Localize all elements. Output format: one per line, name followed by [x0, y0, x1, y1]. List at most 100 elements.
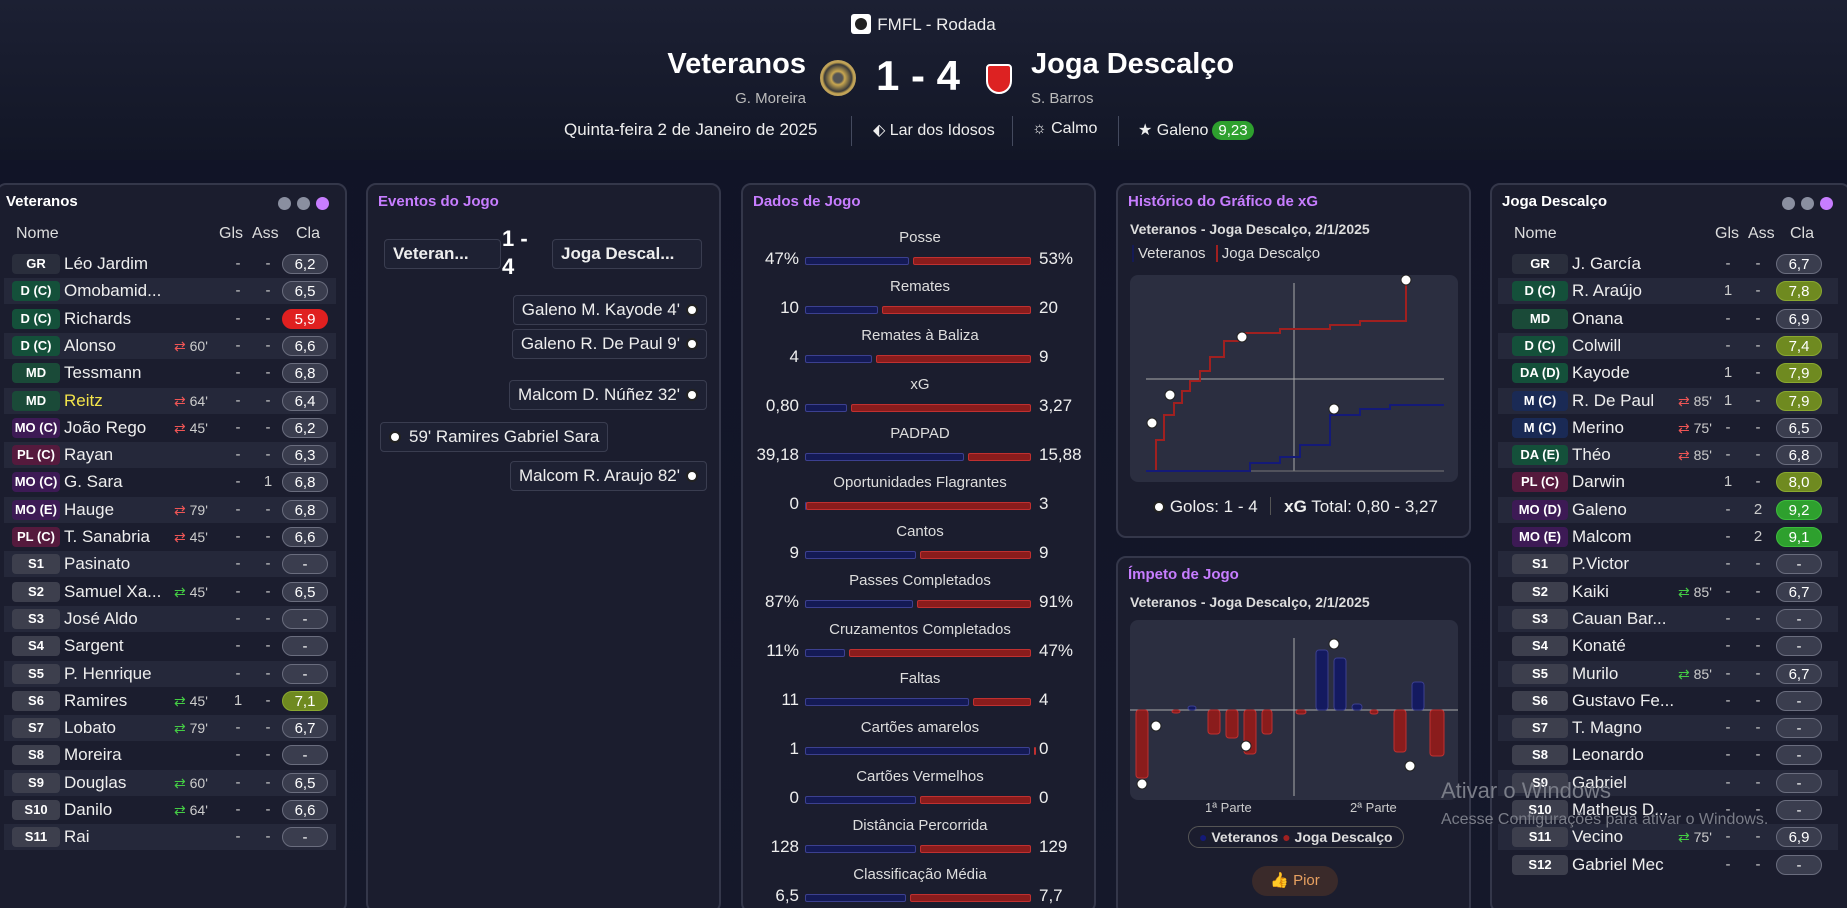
- player-name[interactable]: T. Sanabria: [64, 527, 150, 546]
- player-name[interactable]: Théo: [1572, 445, 1611, 465]
- player-name[interactable]: Gustavo Fe...: [1572, 690, 1675, 710]
- player-row[interactable]: S11 Vecino ⇄ 75' - -6,9: [1498, 824, 1838, 851]
- player-name[interactable]: Sargent: [64, 636, 124, 656]
- player-row[interactable]: S2 Samuel Xa... ⇄ 45' - -6,5: [4, 579, 336, 605]
- player-name[interactable]: Léo Jardim: [64, 254, 149, 273]
- player-row[interactable]: D (C) Richards - -5,9: [4, 306, 336, 332]
- player-name[interactable]: Leonardo: [1572, 745, 1644, 765]
- player-name[interactable]: Richards: [64, 308, 132, 328]
- col-gls[interactable]: Gls: [219, 225, 243, 242]
- player-name[interactable]: Murilo: [1572, 663, 1619, 683]
- player-name[interactable]: Darwin: [1572, 472, 1625, 492]
- player-name[interactable]: J. García: [1572, 254, 1641, 273]
- player-name[interactable]: Colwill: [1572, 335, 1622, 355]
- player-row[interactable]: S4 Konaté - - -: [1498, 633, 1838, 659]
- player-name[interactable]: Vecino: [1572, 827, 1624, 847]
- player-row[interactable]: MO (E) Hauge ⇄ 79' - -6,8: [4, 496, 336, 523]
- player-row[interactable]: MO (C) João Rego ⇄ 45' - -6,2: [4, 415, 336, 441]
- player-row[interactable]: S9 Douglas ⇄ 60' - -6,5: [4, 769, 336, 796]
- player-name[interactable]: Malcom: [1572, 527, 1632, 546]
- player-row[interactable]: M (C) R. De Paul ⇄ 85' 1 -7,9: [1498, 387, 1838, 414]
- player-row[interactable]: S4 Sargent - - -: [4, 633, 336, 659]
- player-row[interactable]: D (C) Omobamid... - -6,5: [4, 278, 336, 305]
- away-team-name[interactable]: Joga Descalço: [1031, 48, 1235, 80]
- player-name[interactable]: T. Magno: [1572, 718, 1642, 738]
- player-name[interactable]: Gabriel Mec: [1572, 854, 1664, 874]
- player-row[interactable]: S6 Gustavo Fe... - - -: [1498, 688, 1838, 714]
- page-dot-active[interactable]: [1820, 197, 1833, 210]
- page-dot[interactable]: [278, 197, 291, 210]
- player-row[interactable]: S7 Lobato ⇄ 79' - -6,7: [4, 715, 336, 742]
- player-row[interactable]: S10 Matheus D... - - -: [1498, 797, 1838, 823]
- player-name[interactable]: Onana: [1572, 308, 1624, 328]
- player-name[interactable]: Rai: [64, 827, 90, 847]
- page-dot[interactable]: [1801, 197, 1814, 210]
- player-row[interactable]: MO (C) G. Sara - 1 6,8: [4, 469, 336, 495]
- player-row[interactable]: D (C) Colwill - -7,4: [1498, 332, 1838, 359]
- player-row[interactable]: S8 Moreira - - -: [4, 742, 336, 768]
- player-row[interactable]: D (C) R. Araújo 1 -7,8: [1498, 278, 1838, 305]
- worst-button[interactable]: 👍 Pior: [1252, 866, 1338, 896]
- player-name[interactable]: José Aldo: [64, 608, 138, 628]
- player-row[interactable]: PL (C) Darwin 1 -8,0: [1498, 469, 1838, 495]
- player-name[interactable]: Gabriel: [1572, 772, 1627, 792]
- player-name[interactable]: Kaiki: [1572, 581, 1609, 601]
- player-row[interactable]: MD Tessmann - -6,8: [4, 360, 336, 386]
- player-row[interactable]: S10 Danilo ⇄ 64' - -6,6: [4, 797, 336, 823]
- player-row[interactable]: S6 Ramires ⇄ 45' 1 -7,1: [4, 688, 336, 714]
- player-name[interactable]: Lobato: [64, 718, 116, 738]
- panel-page-dots[interactable]: [1776, 197, 1833, 215]
- player-name[interactable]: Ramires: [64, 690, 128, 710]
- home-manager[interactable]: G. Moreira: [735, 90, 806, 107]
- player-name[interactable]: P. Henrique: [64, 663, 152, 683]
- goal-event[interactable]: Malcom D. Núñez 32': [509, 380, 707, 410]
- player-row[interactable]: PL (C) T. Sanabria ⇄ 45' - -6,6: [4, 524, 336, 550]
- player-row[interactable]: D (C) Alonso ⇄ 60' - -6,6: [4, 332, 336, 359]
- page-dot[interactable]: [1782, 197, 1795, 210]
- player-name[interactable]: Merino: [1572, 417, 1624, 437]
- player-name[interactable]: Douglas: [64, 772, 127, 792]
- player-name[interactable]: Danilo: [64, 800, 113, 819]
- home-team-name[interactable]: Veteranos: [667, 48, 806, 80]
- player-name[interactable]: R. De Paul: [1572, 390, 1655, 410]
- player-name[interactable]: Hauge: [64, 499, 115, 519]
- player-name[interactable]: Moreira: [64, 745, 122, 765]
- player-row[interactable]: DA (E) Théo ⇄ 85' - -6,8: [1498, 442, 1838, 469]
- player-row[interactable]: M (C) Merino ⇄ 75' - -6,5: [1498, 415, 1838, 441]
- col-ass[interactable]: Ass: [252, 225, 279, 242]
- player-row[interactable]: MD Onana - -6,9: [1498, 306, 1838, 332]
- player-row[interactable]: GR Léo Jardim - -6,2: [4, 251, 336, 277]
- player-row[interactable]: S3 Cauan Bar... - - -: [1498, 605, 1838, 632]
- player-row[interactable]: MO (D) Galeno - 2 9,2: [1498, 496, 1838, 523]
- player-row[interactable]: S1 Pasinato - - -: [4, 551, 336, 578]
- player-row[interactable]: S5 P. Henrique - - -: [4, 660, 336, 687]
- col-name[interactable]: Nome: [16, 225, 59, 242]
- player-row[interactable]: S9 Gabriel - - -: [1498, 769, 1838, 796]
- player-name[interactable]: Rayan: [64, 445, 114, 465]
- player-name[interactable]: Tessmann: [64, 363, 142, 383]
- player-name[interactable]: Kayode: [1572, 363, 1630, 383]
- player-name[interactable]: Samuel Xa...: [64, 581, 162, 601]
- goal-event[interactable]: Galeno R. De Paul 9': [511, 329, 707, 359]
- player-row[interactable]: DA (D) Kayode 1 -7,9: [1498, 360, 1838, 386]
- goal-event[interactable]: Galeno M. Kayode 4': [512, 295, 707, 325]
- player-row[interactable]: S11 Rai - - -: [4, 824, 336, 851]
- player-name[interactable]: Pasinato: [64, 554, 131, 574]
- away-manager[interactable]: S. Barros: [1031, 90, 1094, 107]
- col-name[interactable]: Nome: [1514, 225, 1557, 242]
- player-name[interactable]: Matheus D...: [1572, 800, 1669, 819]
- player-name[interactable]: Galeno: [1572, 499, 1627, 519]
- panel-page-dots[interactable]: [272, 197, 329, 215]
- col-gls[interactable]: Gls: [1715, 225, 1739, 242]
- player-name[interactable]: João Rego: [64, 417, 147, 437]
- page-dot[interactable]: [297, 197, 310, 210]
- player-name[interactable]: Konaté: [1572, 636, 1626, 656]
- col-cla[interactable]: Cla: [1790, 225, 1815, 242]
- col-ass[interactable]: Ass: [1748, 225, 1775, 242]
- player-row[interactable]: S3 José Aldo - - -: [4, 605, 336, 632]
- player-name[interactable]: Cauan Bar...: [1572, 608, 1667, 628]
- man-of-the-match[interactable]: ★ Galeno 9,23: [1138, 120, 1254, 140]
- player-row[interactable]: MO (E) Malcom - 2 9,1: [1498, 524, 1838, 550]
- player-row[interactable]: PL (C) Rayan - -6,3: [4, 442, 336, 469]
- goal-event[interactable]: 59' Ramires Gabriel Sara: [380, 422, 609, 452]
